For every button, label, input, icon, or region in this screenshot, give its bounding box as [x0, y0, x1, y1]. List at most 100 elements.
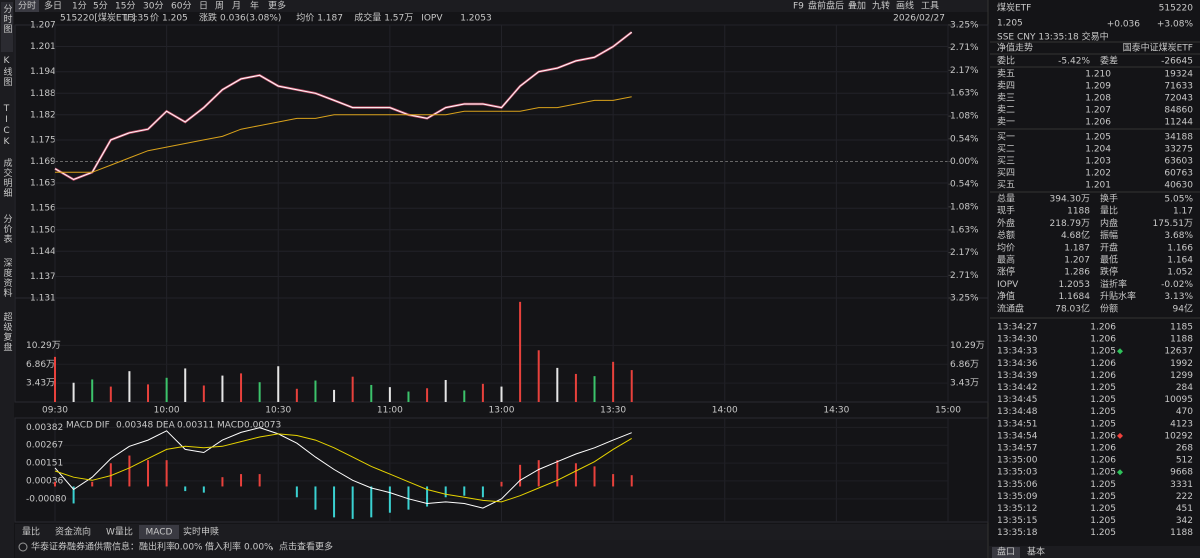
- macd-bar: [481, 486, 484, 498]
- panel-tab[interactable]: 基本: [1027, 546, 1045, 558]
- trade-price: 1.205: [1090, 528, 1116, 538]
- period-tab[interactable]: 周: [215, 1, 224, 12]
- y-tick-label: 1.144: [30, 247, 56, 257]
- y-tick-label: 1.150: [30, 225, 56, 235]
- tool-button[interactable]: 画线: [896, 0, 914, 12]
- volume-bar: [351, 376, 354, 402]
- sidebar-tab[interactable]: 深度资料: [2, 258, 13, 298]
- trade-price: 1.205: [1090, 407, 1116, 417]
- indicator-tab[interactable]: W量比: [106, 526, 133, 538]
- sidebar-tab[interactable]: K线图: [2, 56, 13, 87]
- stat-label: 均价: [997, 241, 1015, 253]
- stat-value: 3.68%: [1164, 231, 1193, 241]
- macd-bar: [333, 486, 336, 518]
- macd-bar: [500, 481, 503, 487]
- y-tick-label: 1.188: [30, 89, 56, 99]
- volume-bar: [240, 373, 243, 402]
- period-tab[interactable]: 分时: [18, 0, 36, 12]
- y-tick-label: 10.29万: [950, 341, 985, 351]
- volume-bar: [277, 366, 280, 402]
- volume-bar: [109, 386, 112, 402]
- toolbar: [15, 0, 988, 12]
- sidebar-tab[interactable]: 超级复盘: [2, 311, 13, 352]
- period-tab[interactable]: 日: [199, 1, 208, 12]
- tool-button[interactable]: F9: [793, 2, 804, 12]
- indicator-tab[interactable]: MACD: [146, 528, 173, 538]
- y2-tick-label: 0.54%: [950, 180, 979, 190]
- y-tick-label: 0.00151: [26, 459, 63, 469]
- macd-bar: [91, 481, 94, 487]
- bid-level: 买一: [997, 132, 1015, 143]
- stat-label: 开盘: [1100, 241, 1118, 253]
- stat-label: 最低: [1100, 254, 1118, 266]
- ask-level: 卖二: [997, 105, 1015, 116]
- period-tab[interactable]: 60分: [171, 1, 191, 12]
- trade-price: 1.206: [1090, 335, 1116, 345]
- bid-volume: 60763: [1164, 169, 1193, 179]
- trade-volume: 1188: [1170, 335, 1193, 345]
- macd-bar: [519, 464, 522, 487]
- sidebar-tab[interactable]: 成交明细: [2, 157, 13, 198]
- tool-button[interactable]: 九转: [872, 0, 890, 12]
- trade-time: 13:34:36: [997, 359, 1038, 369]
- tool-button[interactable]: 工具: [921, 1, 939, 12]
- stat-label: IOPV: [997, 280, 1019, 290]
- stat-value: 1.052: [1167, 268, 1193, 278]
- macd-bar: [147, 460, 150, 487]
- ask-price: 1.207: [1085, 106, 1111, 116]
- stat-label: 份额: [1100, 302, 1118, 314]
- x-tick-label: 15:00: [935, 406, 961, 416]
- y-tick-label: 1.156: [30, 204, 56, 214]
- sidebar-tab[interactable]: 分时图: [2, 4, 13, 34]
- bid-volume: 34188: [1164, 133, 1193, 143]
- period-tab[interactable]: 多日: [44, 0, 62, 12]
- macd-bar: [407, 486, 410, 510]
- period-tab[interactable]: 年: [250, 0, 259, 12]
- trade-time: 13:35:09: [997, 492, 1038, 502]
- ask-level: 卖五: [997, 69, 1015, 80]
- volume-bar: [444, 379, 447, 402]
- period-tab[interactable]: 5分: [93, 1, 108, 12]
- period-tab[interactable]: 更多: [268, 0, 286, 12]
- macd-dea-line: [54, 433, 632, 503]
- x-tick-label: 14:00: [712, 406, 738, 416]
- period-tab[interactable]: 1分: [72, 1, 87, 12]
- bid-price: 1.203: [1085, 157, 1111, 167]
- ask-volume: 71633: [1164, 82, 1193, 92]
- macd-bar: [537, 460, 540, 487]
- period-tab[interactable]: 15分: [115, 1, 135, 12]
- indicator-title: MACD: [66, 421, 93, 431]
- ask-volume: 84860: [1164, 106, 1193, 116]
- trade-price: 1.206: [1090, 323, 1116, 333]
- price-line: [54, 31, 633, 181]
- indicator-tab[interactable]: 资金流向: [55, 526, 91, 538]
- y2-tick-label: 1.08%: [950, 202, 979, 212]
- macd-bar: [426, 486, 429, 507]
- trade-time: 13:34:51: [997, 419, 1037, 429]
- volume-bar: [128, 371, 131, 402]
- sidebar-tab[interactable]: 分价表: [2, 214, 13, 244]
- nav-link[interactable]: 净值走势: [997, 42, 1033, 54]
- bid-price: 1.202: [1085, 169, 1111, 179]
- panel-tab[interactable]: 盘口: [997, 546, 1015, 558]
- y-tick-label: 3.43万: [950, 379, 979, 389]
- status-link[interactable]: ，点击查看更多: [270, 541, 333, 553]
- header-value: 1.187: [317, 14, 343, 24]
- macd-bar: [370, 486, 373, 518]
- y-tick-label: 10.29万: [26, 341, 61, 351]
- period-tab[interactable]: 30分: [143, 1, 163, 12]
- tool-button[interactable]: 盘前盘后: [808, 0, 844, 12]
- stat-value: -0.02%: [1161, 280, 1193, 290]
- stat-value: 1.286: [1064, 268, 1090, 278]
- status-bar: [15, 540, 988, 558]
- y2-tick-label: 3.25%: [950, 294, 979, 304]
- sidebar-tab[interactable]: TICK: [2, 104, 12, 148]
- stat-value: 1188: [1067, 207, 1090, 217]
- tool-button[interactable]: 叠加: [848, 1, 866, 12]
- trade-time: 13:35:15: [997, 516, 1037, 526]
- volume-bar: [147, 384, 150, 402]
- indicator-tab[interactable]: 实时申赎: [183, 526, 219, 538]
- indicator-tab[interactable]: 量比: [22, 526, 40, 538]
- period-tab[interactable]: 月: [232, 1, 241, 12]
- trade-volume: 284: [1176, 383, 1193, 393]
